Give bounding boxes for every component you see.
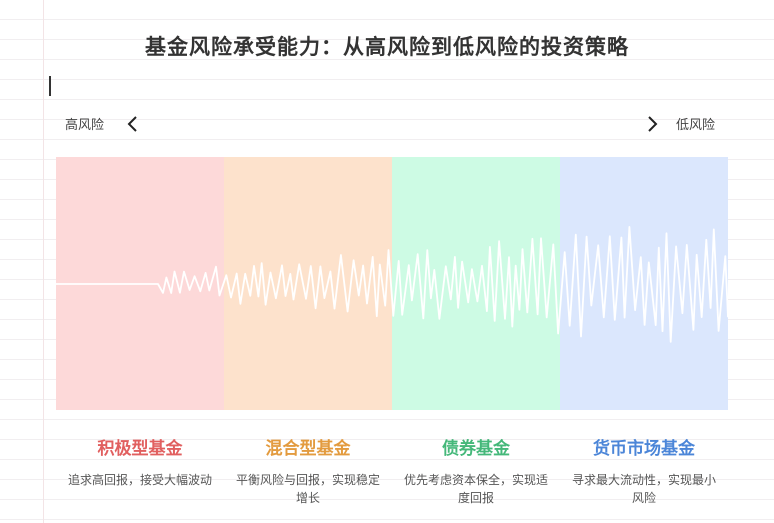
chevron-left-icon[interactable] <box>123 114 143 134</box>
category-title-money-market: 货币市场基金 <box>593 439 695 459</box>
low-risk-label: 低风险 <box>676 118 716 133</box>
page-title: 基金风险承受能力：从高风险到低风险的投资策略 <box>145 34 629 59</box>
risk-spectrum-panel <box>56 157 728 410</box>
category-desc-money-market: 寻求最大流动性，实现最小风险 <box>572 473 717 505</box>
category-title-aggressive: 积极型基金 <box>97 439 183 459</box>
band-money-market <box>560 157 728 410</box>
category-title-hybrid: 混合型基金 <box>265 439 351 459</box>
high-risk-label: 高风险 <box>65 118 105 133</box>
notebook-margin-line <box>43 0 44 523</box>
category-desc-bond: 优先考虑资本保全，实现适度回报 <box>404 473 549 505</box>
volatility-wave <box>56 226 728 343</box>
category-title-bond: 债券基金 <box>442 439 510 459</box>
chevron-right-icon[interactable] <box>642 114 662 134</box>
text-cursor <box>49 76 51 96</box>
category-desc-hybrid: 平衡风险与回报，实现稳定增长 <box>236 473 381 505</box>
category-desc-aggressive: 追求高回报，接受大幅波动 <box>68 473 213 487</box>
